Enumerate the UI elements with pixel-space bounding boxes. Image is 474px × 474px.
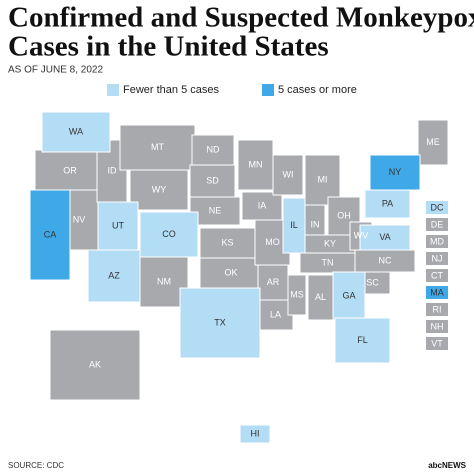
state-label: WY xyxy=(152,184,167,194)
state-shape xyxy=(139,211,199,258)
state-label: KY xyxy=(324,238,336,248)
state-shape xyxy=(334,317,391,364)
small-state-box xyxy=(426,337,448,350)
state-label: UT xyxy=(112,220,124,230)
state-shape xyxy=(327,196,361,236)
small-state-box xyxy=(426,320,448,333)
state-shape xyxy=(179,287,261,359)
state-shape xyxy=(287,274,307,316)
small-state-box xyxy=(426,286,448,299)
state-label: CA xyxy=(44,229,57,239)
state-label: KS xyxy=(221,237,233,247)
subtitle: AS OF JUNE 8, 2022 xyxy=(8,65,103,76)
legend-swatch xyxy=(107,84,119,96)
state-label: AR xyxy=(267,277,280,287)
state-shape xyxy=(41,111,111,153)
legend-label: 5 cases or more xyxy=(278,84,357,96)
state-label: AK xyxy=(89,359,101,369)
legend-label: Fewer than 5 cases xyxy=(123,84,219,96)
small-state-box xyxy=(426,201,448,214)
small-state-label: MD xyxy=(430,236,444,246)
state-shape xyxy=(199,227,256,259)
state-shape xyxy=(189,164,236,198)
small-state-label: MA xyxy=(430,287,444,297)
state-shape xyxy=(87,249,141,303)
state-label: FL xyxy=(357,335,368,345)
state-label: WV xyxy=(354,230,369,240)
state-label: MO xyxy=(265,237,280,247)
source: SOURCE: CDC xyxy=(8,461,64,470)
small-state-label: RI xyxy=(433,304,442,314)
state-label: WA xyxy=(69,126,83,136)
small-state-label: NJ xyxy=(432,253,443,263)
state-label: CO xyxy=(162,229,176,239)
state-shape xyxy=(272,154,304,196)
state-label: TN xyxy=(322,257,334,267)
state-shape xyxy=(237,139,274,191)
state-shape xyxy=(34,149,106,193)
small-state-box xyxy=(426,303,448,316)
small-state-box xyxy=(426,235,448,248)
state-shape xyxy=(369,154,421,191)
state-label: IA xyxy=(258,200,267,210)
small-state-label: DE xyxy=(431,219,444,229)
state-label: SD xyxy=(206,175,219,185)
state-label: MI xyxy=(318,174,328,184)
state-shape xyxy=(129,169,189,211)
state-label: NV xyxy=(73,214,86,224)
state-label: NE xyxy=(209,205,222,215)
state-shape xyxy=(29,189,71,281)
state-label: SC xyxy=(366,277,379,287)
small-state-label: CT xyxy=(431,270,443,280)
state-label: IN xyxy=(311,219,320,229)
title-line: Cases in the United States xyxy=(8,31,329,63)
state-label: OH xyxy=(337,210,351,220)
state-label: AL xyxy=(315,292,326,302)
small-state-box xyxy=(426,252,448,265)
small-state-label: DC xyxy=(431,202,444,212)
state-label: NY xyxy=(389,167,402,177)
state-label: GA xyxy=(342,290,355,300)
title-line: Confirmed and Suspected Monkeypox xyxy=(8,2,474,34)
small-state-box xyxy=(426,218,448,231)
state-label: ME xyxy=(426,137,440,147)
state-label: MN xyxy=(249,159,263,169)
small-state-box xyxy=(426,269,448,282)
state-label: AZ xyxy=(108,270,120,280)
state-label: OK xyxy=(224,267,237,277)
state-label: IL xyxy=(290,220,298,230)
state-label: OR xyxy=(63,165,77,175)
state-label: NM xyxy=(157,276,171,286)
state-label: LA xyxy=(270,309,281,319)
state-shape xyxy=(417,119,449,166)
state-shape xyxy=(359,224,411,251)
state-label: PA xyxy=(382,198,393,208)
state-label: MS xyxy=(290,289,304,299)
state-label: NC xyxy=(379,255,392,265)
logo: abcNEWS xyxy=(428,461,466,470)
state-shape xyxy=(49,329,141,401)
state-label: WI xyxy=(283,169,294,179)
state-label: MT xyxy=(151,142,164,152)
state-shape xyxy=(282,197,306,254)
state-label: VA xyxy=(379,232,390,242)
small-state-label: NH xyxy=(431,321,444,331)
small-state-label: VT xyxy=(431,338,443,348)
legend-swatch xyxy=(262,84,274,96)
state-label: HI xyxy=(251,428,260,438)
state-shape xyxy=(239,424,271,444)
state-label: ND xyxy=(207,144,220,154)
state-label: TX xyxy=(214,317,226,327)
state-label: ID xyxy=(108,165,118,175)
state-shape xyxy=(364,189,411,219)
